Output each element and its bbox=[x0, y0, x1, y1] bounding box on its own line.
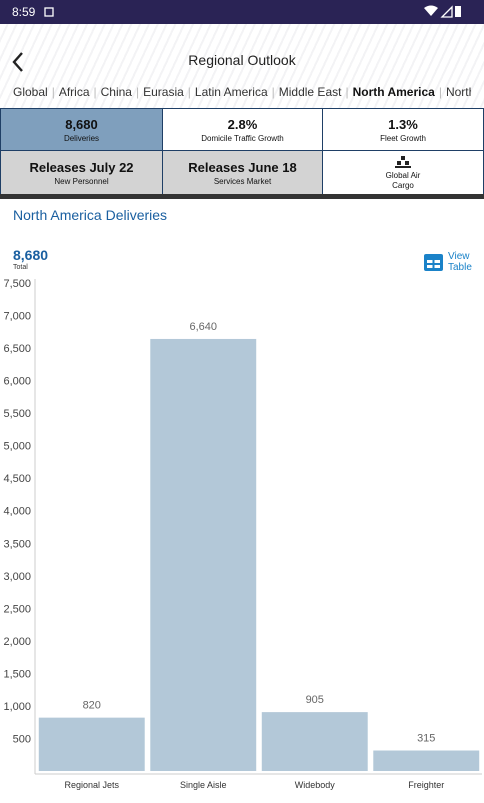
chart-section: North America Deliveries 8,680 Total Vie… bbox=[0, 199, 484, 803]
tile-value: Releases July 22 bbox=[29, 159, 134, 175]
tile[interactable]: 1.3% Fleet Growth bbox=[322, 108, 484, 151]
tiles: 8,680 Deliveries 2.8% Domicile Traffic Gro… bbox=[0, 108, 484, 195]
y-tick-label: 500 bbox=[13, 733, 31, 745]
tile-label: Fleet Growth bbox=[380, 133, 426, 143]
region-tabs: Global | Africa | China | Eurasia | Latin Americ… bbox=[13, 85, 471, 101]
tab-separator: | bbox=[135, 85, 140, 99]
tab-separator: | bbox=[187, 85, 191, 99]
x-tick-label: Freighter bbox=[408, 780, 444, 790]
y-tick-label: 1,000 bbox=[3, 701, 31, 713]
region-tab[interactable]: Global bbox=[13, 85, 48, 99]
tab-separator: | bbox=[93, 85, 97, 99]
y-tick-label: 6,000 bbox=[3, 376, 31, 388]
y-tick-label: 4,500 bbox=[3, 473, 31, 485]
cargo-icon bbox=[395, 155, 411, 168]
value-label: 820 bbox=[83, 700, 101, 712]
region-tab[interactable]: China bbox=[100, 85, 132, 99]
region-tab[interactable]: Middle East bbox=[278, 85, 342, 99]
y-tick-label: 7,000 bbox=[3, 311, 31, 323]
tile[interactable]: Global Air Cargo bbox=[322, 150, 484, 195]
tile-label: New Personnel bbox=[54, 176, 109, 186]
y-tick-label: 4,000 bbox=[3, 506, 31, 518]
region-tab[interactable]: North America bbox=[352, 85, 435, 99]
tile[interactable]: 8,680 Deliveries bbox=[0, 108, 163, 151]
tile-label: Services Market bbox=[213, 176, 272, 186]
y-tick-label: 2,500 bbox=[3, 603, 31, 615]
tile[interactable]: Releases July 22 New Personnel bbox=[0, 150, 163, 195]
tile-value: 8,680 bbox=[65, 116, 98, 132]
notification-icon bbox=[44, 7, 54, 17]
tab-separator: | bbox=[271, 85, 275, 99]
y-tick-label: 2,000 bbox=[3, 636, 31, 648]
tile[interactable]: Releases June 18 Services Market bbox=[162, 150, 323, 195]
tile-value: Releases June 18 bbox=[188, 159, 297, 175]
table-icon[interactable] bbox=[424, 254, 443, 271]
y-tick-label: 6,500 bbox=[3, 343, 31, 355]
region-tab[interactable]: Africa bbox=[58, 85, 90, 99]
tab-separator: | bbox=[51, 85, 55, 99]
x-tick-label: Single Aisle bbox=[180, 780, 227, 790]
bar bbox=[261, 712, 368, 771]
header-title: Regional Outlook bbox=[188, 52, 296, 68]
tile-label: Deliveries bbox=[63, 133, 100, 143]
region-tab[interactable]: Eurasia bbox=[143, 85, 184, 99]
bar-chart: 500 1,000 1,500 2,000 2,500 3,000 3,500 4,000 4,… bbox=[3, 278, 482, 790]
x-tick-label: Regional Jets bbox=[64, 780, 119, 790]
bar bbox=[38, 717, 145, 771]
y-tick-label: 1,500 bbox=[3, 668, 31, 680]
tile[interactable]: 2.8% Domicile Traffic Growth bbox=[162, 108, 323, 151]
back-button[interactable] bbox=[10, 50, 26, 74]
bar bbox=[373, 750, 480, 771]
region-tab[interactable]: Latin America bbox=[194, 85, 268, 99]
total-label: Total bbox=[13, 264, 28, 271]
divider bbox=[0, 194, 484, 199]
view-table-link[interactable]: View Table bbox=[448, 251, 472, 273]
tab-separator: | bbox=[345, 85, 349, 99]
y-tick-label: 5,000 bbox=[3, 441, 31, 453]
tile-label: Global Air Cargo bbox=[385, 170, 421, 190]
x-tick-label: Widebody bbox=[295, 780, 336, 790]
clock: 8:59 bbox=[12, 5, 36, 19]
y-tick-label: 7,500 bbox=[3, 278, 31, 290]
tile-label: Domicile Traffic Growth bbox=[201, 133, 284, 143]
value-label: 315 bbox=[417, 733, 435, 745]
header: Regional Outlook bbox=[0, 24, 484, 108]
tile-value: 2.8% bbox=[227, 116, 258, 132]
tab-separator: | bbox=[438, 85, 442, 99]
y-tick-label: 3,000 bbox=[3, 571, 31, 583]
tile-value: 1.3% bbox=[388, 116, 418, 132]
status-bar: 8:59 bbox=[0, 0, 484, 24]
y-tick-label: 5,500 bbox=[3, 408, 31, 420]
total-value: 8,680 bbox=[13, 247, 49, 263]
y-tick-label: 3,500 bbox=[3, 538, 31, 550]
region-tab[interactable]: Northeast Asia bbox=[445, 85, 471, 99]
system-icons bbox=[424, 5, 461, 18]
bar bbox=[150, 338, 257, 771]
chart-title: North America Deliveries bbox=[13, 207, 168, 223]
value-label: 905 bbox=[306, 694, 324, 706]
value-label: 6,640 bbox=[189, 321, 217, 333]
